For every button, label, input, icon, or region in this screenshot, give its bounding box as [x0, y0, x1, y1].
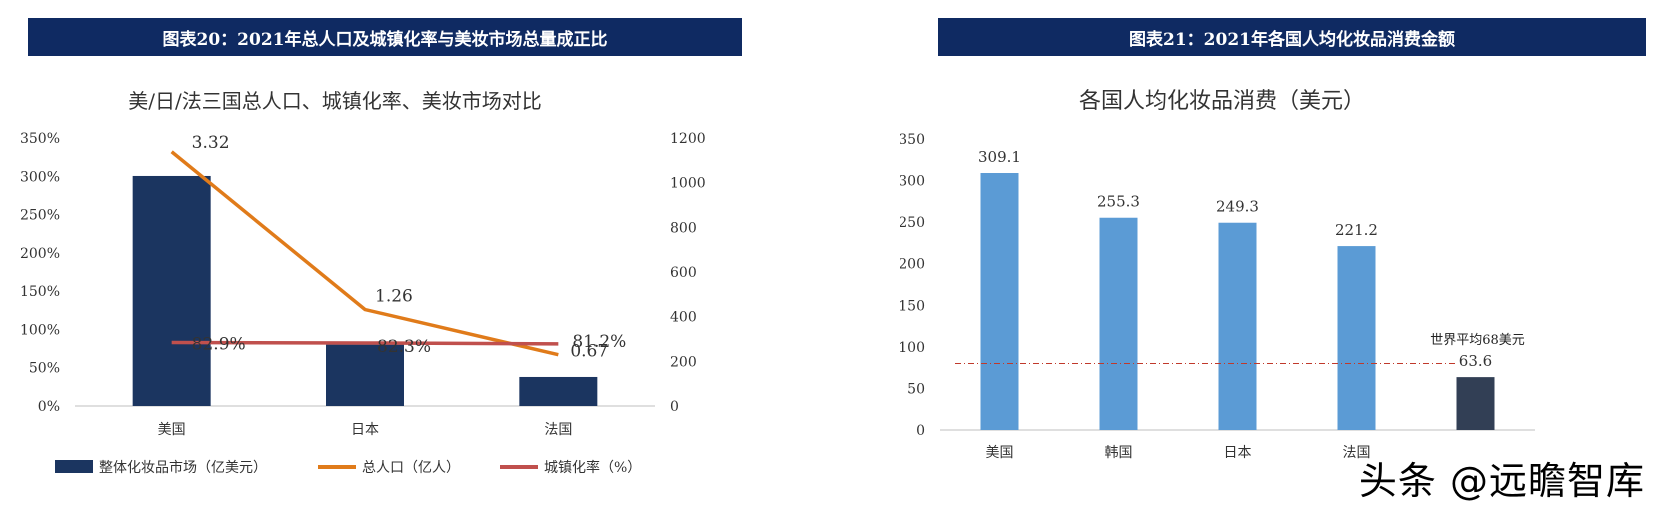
y-axis-tick-label: 350 — [900, 132, 925, 148]
right-axis-tick-label: 600 — [670, 265, 697, 281]
category-label: 美国 — [158, 422, 186, 438]
y-axis-tick-label: 250 — [900, 215, 925, 231]
right-axis-tick-label: 800 — [670, 220, 697, 236]
consumption-bar — [1337, 246, 1376, 430]
chart-title-banner-left: 图表20：2021年总人口及城镇化率与美妆市场总量成正比 — [28, 18, 742, 56]
market-bar — [519, 376, 598, 406]
urbanization-data-label: 82.9% — [192, 335, 246, 355]
legend-label: 整体化妆品市场（亿美元） — [99, 459, 267, 476]
y-axis-tick-label: 0 — [916, 423, 925, 439]
y-axis-tick-label: 300 — [900, 174, 925, 190]
watermark-text: 头条 @远瞻智库 — [1358, 459, 1645, 503]
per-capita-cosmetics-chart: 各国人均化妆品消费（美元） 0 50 100 150 200 250 300 350 309.1 2… — [900, 89, 1535, 461]
category-label: 日本 — [1224, 445, 1252, 461]
consumption-bar — [1456, 377, 1495, 430]
category-label: 日本 — [351, 422, 379, 438]
bar-value-label: 309.1 — [978, 148, 1021, 166]
left-axis-tick-label: 100% — [20, 322, 60, 338]
y-axis-tick-label: 50 — [907, 381, 925, 397]
chart-title: 各国人均化妆品消费（美元） — [1079, 89, 1365, 114]
urbanization-data-label: 82.3% — [377, 337, 431, 357]
reference-line-label: 世界平均68美元 — [1430, 333, 1525, 348]
bar-value-label: 221.2 — [1335, 221, 1378, 239]
population-data-label: 1.26 — [375, 287, 413, 307]
legend-swatch-bar — [55, 460, 93, 473]
left-axis-tick-label: 50% — [29, 361, 60, 377]
consumption-bar — [1218, 222, 1257, 430]
bar-value-label: 255.3 — [1097, 193, 1140, 211]
consumption-bar — [1099, 217, 1138, 430]
chart-title: 美/日/法三国总人口、城镇化率、美妆市场对比 — [128, 89, 541, 113]
population-urbanization-market-chart: 美/日/法三国总人口、城镇化率、美妆市场对比 0% 50% 100% 150% 200% 2… — [20, 89, 706, 476]
urbanization-line — [171, 340, 559, 346]
category-label: 美国 — [986, 445, 1014, 461]
left-axis-tick-label: 250% — [20, 208, 60, 224]
population-data-label: 0.67 — [570, 342, 608, 362]
market-bar — [326, 344, 404, 406]
legend-label: 总人口（亿人） — [362, 460, 460, 476]
market-bar — [132, 175, 211, 406]
right-axis-tick-label: 200 — [670, 354, 697, 370]
legend-label: 城镇化率（%） — [544, 459, 641, 476]
left-axis-tick-label: 350% — [20, 131, 60, 147]
left-axis-tick-label: 0% — [38, 399, 60, 415]
left-axis-tick-label: 150% — [20, 284, 60, 300]
y-axis-tick-label: 100 — [900, 340, 925, 356]
y-axis-tick-label: 200 — [900, 257, 925, 273]
right-axis-tick-label: 0 — [670, 399, 679, 415]
y-axis-tick-label: 150 — [900, 298, 925, 314]
population-data-label: 3.32 — [192, 133, 230, 153]
left-axis-tick-label: 200% — [20, 246, 60, 262]
right-axis-tick-label: 1000 — [670, 176, 706, 192]
chart-title-banner-right: 图表21：2021年各国人均化妆品消费金额 — [938, 18, 1646, 56]
population-line — [170, 150, 559, 357]
right-axis-tick-label: 1200 — [670, 131, 706, 147]
bar-value-label: 249.3 — [1216, 198, 1259, 216]
category-label: 法国 — [544, 422, 572, 438]
consumption-bar — [980, 173, 1019, 430]
category-label: 法国 — [1343, 445, 1371, 461]
category-label: 韩国 — [1105, 445, 1133, 461]
bar-value-label: 63.6 — [1459, 352, 1492, 370]
urbanization-data-label: 81.2% — [572, 332, 626, 352]
left-axis-tick-label: 300% — [20, 169, 60, 185]
right-axis-tick-label: 400 — [670, 310, 697, 326]
